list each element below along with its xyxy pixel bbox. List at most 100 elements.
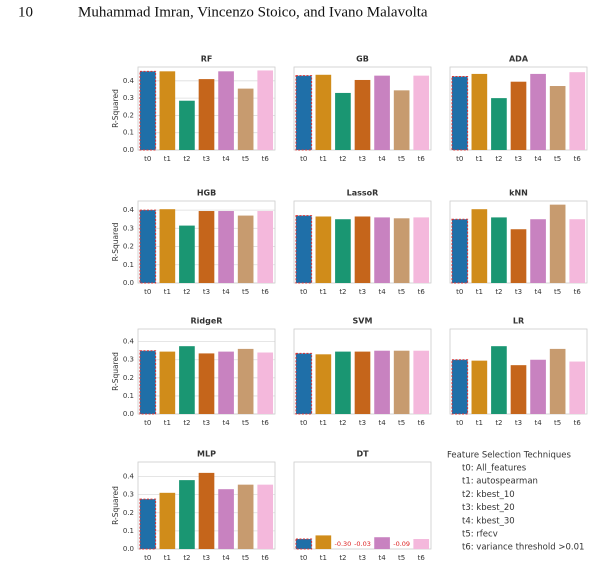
x-tick-label: t1 bbox=[320, 554, 327, 562]
bar bbox=[295, 538, 313, 550]
x-tick-label: t3 bbox=[359, 419, 366, 427]
y-tick-label: 0.0 bbox=[123, 545, 134, 553]
x-tick-label: t0 bbox=[144, 155, 151, 163]
x-tick-label: t1 bbox=[164, 554, 171, 562]
x-tick-label: t6 bbox=[418, 419, 426, 427]
bar bbox=[139, 70, 157, 151]
bar bbox=[413, 75, 430, 150]
bar bbox=[491, 217, 507, 283]
subplot: DT t0 t1 t2 -0.30 t3 -0.03 t4 t5 -0.09 t6 bbox=[293, 450, 432, 562]
x-tick-label: t2 bbox=[495, 419, 502, 427]
x-tick-label: t5 bbox=[554, 155, 561, 163]
x-tick-label: t6 bbox=[418, 554, 426, 562]
x-tick-label: t1 bbox=[320, 288, 327, 296]
x-tick-label: t4 bbox=[534, 419, 542, 427]
bar bbox=[491, 98, 507, 150]
y-tick-label: 0.1 bbox=[123, 261, 134, 269]
y-tick-label: 0.0 bbox=[123, 410, 134, 418]
subplot-title: LR bbox=[513, 317, 524, 326]
bar bbox=[159, 351, 176, 414]
subplot-title: SVM bbox=[353, 317, 373, 326]
bar bbox=[179, 100, 195, 150]
y-tick-label: 0.1 bbox=[123, 527, 134, 535]
x-tick-label: t0 bbox=[456, 419, 463, 427]
y-tick-label: 0.0 bbox=[123, 146, 134, 154]
subplot: kNN t0 t1 t2 t3 t4 t5 t6 bbox=[449, 189, 588, 296]
subplot: GB t0 t1 t2 t3 t4 t5 t6 bbox=[293, 55, 432, 163]
bar bbox=[374, 217, 390, 283]
bar bbox=[159, 71, 176, 150]
x-tick-label: t0 bbox=[144, 288, 151, 296]
x-tick-label: t4 bbox=[222, 419, 230, 427]
subplot: RidgeR 0.0 0.1 0.2 0.3 0.4R-Squared t0 t1 t2 t3 t4… bbox=[111, 317, 276, 427]
x-tick-label: t1 bbox=[476, 155, 483, 163]
x-tick-label: t3 bbox=[203, 419, 210, 427]
y-tick-label: 0.2 bbox=[123, 243, 134, 251]
subplot: ADA t0 t1 t2 t3 t4 t5 t6 bbox=[449, 55, 588, 163]
bar bbox=[218, 351, 234, 414]
bar bbox=[315, 74, 332, 150]
x-tick-label: t4 bbox=[222, 288, 230, 296]
bar bbox=[295, 215, 313, 284]
bar bbox=[354, 216, 371, 283]
bar bbox=[569, 72, 586, 150]
bar bbox=[198, 353, 215, 414]
x-tick-label: t5 bbox=[398, 554, 405, 562]
x-tick-label: t2 bbox=[339, 554, 346, 562]
bar bbox=[335, 351, 351, 414]
y-axis-label: R-Squared bbox=[111, 222, 120, 261]
x-tick-label: t3 bbox=[359, 554, 366, 562]
x-tick-label: t0 bbox=[300, 288, 307, 296]
subplot: SVM t0 t1 t2 t3 t4 t5 t6 bbox=[293, 317, 432, 427]
bar bbox=[315, 216, 332, 283]
subplot: LassoR t0 t1 t2 t3 t4 t5 t6 bbox=[293, 189, 432, 296]
x-tick-label: t3 bbox=[203, 554, 210, 562]
x-tick-label: t1 bbox=[476, 419, 483, 427]
x-tick-label: t4 bbox=[222, 155, 230, 163]
x-tick-label: t2 bbox=[495, 155, 502, 163]
running-header: Muhammad Imran, Vincenzo Stoico, and Iva… bbox=[78, 4, 428, 20]
x-tick-label: t2 bbox=[183, 155, 190, 163]
bar bbox=[510, 81, 527, 150]
bar bbox=[413, 217, 430, 283]
x-tick-label: t0 bbox=[456, 288, 463, 296]
legend-entry: t4: kbest_30 bbox=[462, 516, 515, 526]
bar bbox=[374, 350, 390, 414]
y-tick-label: 0.3 bbox=[123, 356, 134, 364]
bar bbox=[451, 359, 469, 415]
bar bbox=[198, 211, 215, 283]
value-label: -0.03 bbox=[354, 540, 371, 548]
legend-entry: t6: variance threshold >0.01 bbox=[462, 543, 584, 553]
bar bbox=[374, 75, 390, 150]
subplot-title: ADA bbox=[509, 55, 529, 64]
y-tick-label: 0.2 bbox=[123, 374, 134, 382]
subplot: MLP 0.0 0.1 0.2 0.3 0.4R-Squared t0 t1 t2 t3 t4 t5 t… bbox=[111, 450, 276, 562]
bar bbox=[491, 346, 507, 414]
subplot-title: RF bbox=[201, 55, 213, 64]
x-tick-label: t5 bbox=[242, 288, 249, 296]
bar bbox=[237, 88, 254, 150]
x-tick-label: t6 bbox=[574, 419, 582, 427]
legend-entry: t5: rfecv bbox=[462, 530, 498, 540]
x-tick-label: t5 bbox=[554, 288, 561, 296]
page-number: 10 bbox=[18, 4, 33, 20]
x-tick-label: t1 bbox=[164, 419, 171, 427]
value-label: -0.09 bbox=[393, 540, 410, 548]
x-tick-label: t3 bbox=[359, 288, 366, 296]
x-tick-label: t0 bbox=[300, 419, 307, 427]
subplot-title: LassoR bbox=[347, 189, 379, 198]
bar bbox=[471, 360, 488, 414]
y-tick-label: 0.3 bbox=[123, 224, 134, 232]
x-tick-label: t6 bbox=[418, 288, 426, 296]
y-tick-label: 0.3 bbox=[123, 491, 134, 499]
bar bbox=[139, 209, 157, 284]
bar bbox=[218, 211, 234, 283]
bar bbox=[198, 472, 215, 549]
x-tick-label: t4 bbox=[534, 288, 542, 296]
bar bbox=[413, 350, 430, 414]
y-tick-label: 0.4 bbox=[123, 473, 135, 481]
x-tick-label: t3 bbox=[203, 155, 210, 163]
x-tick-label: t3 bbox=[359, 155, 366, 163]
subplot-title: DT bbox=[356, 450, 369, 459]
bar bbox=[549, 348, 566, 414]
